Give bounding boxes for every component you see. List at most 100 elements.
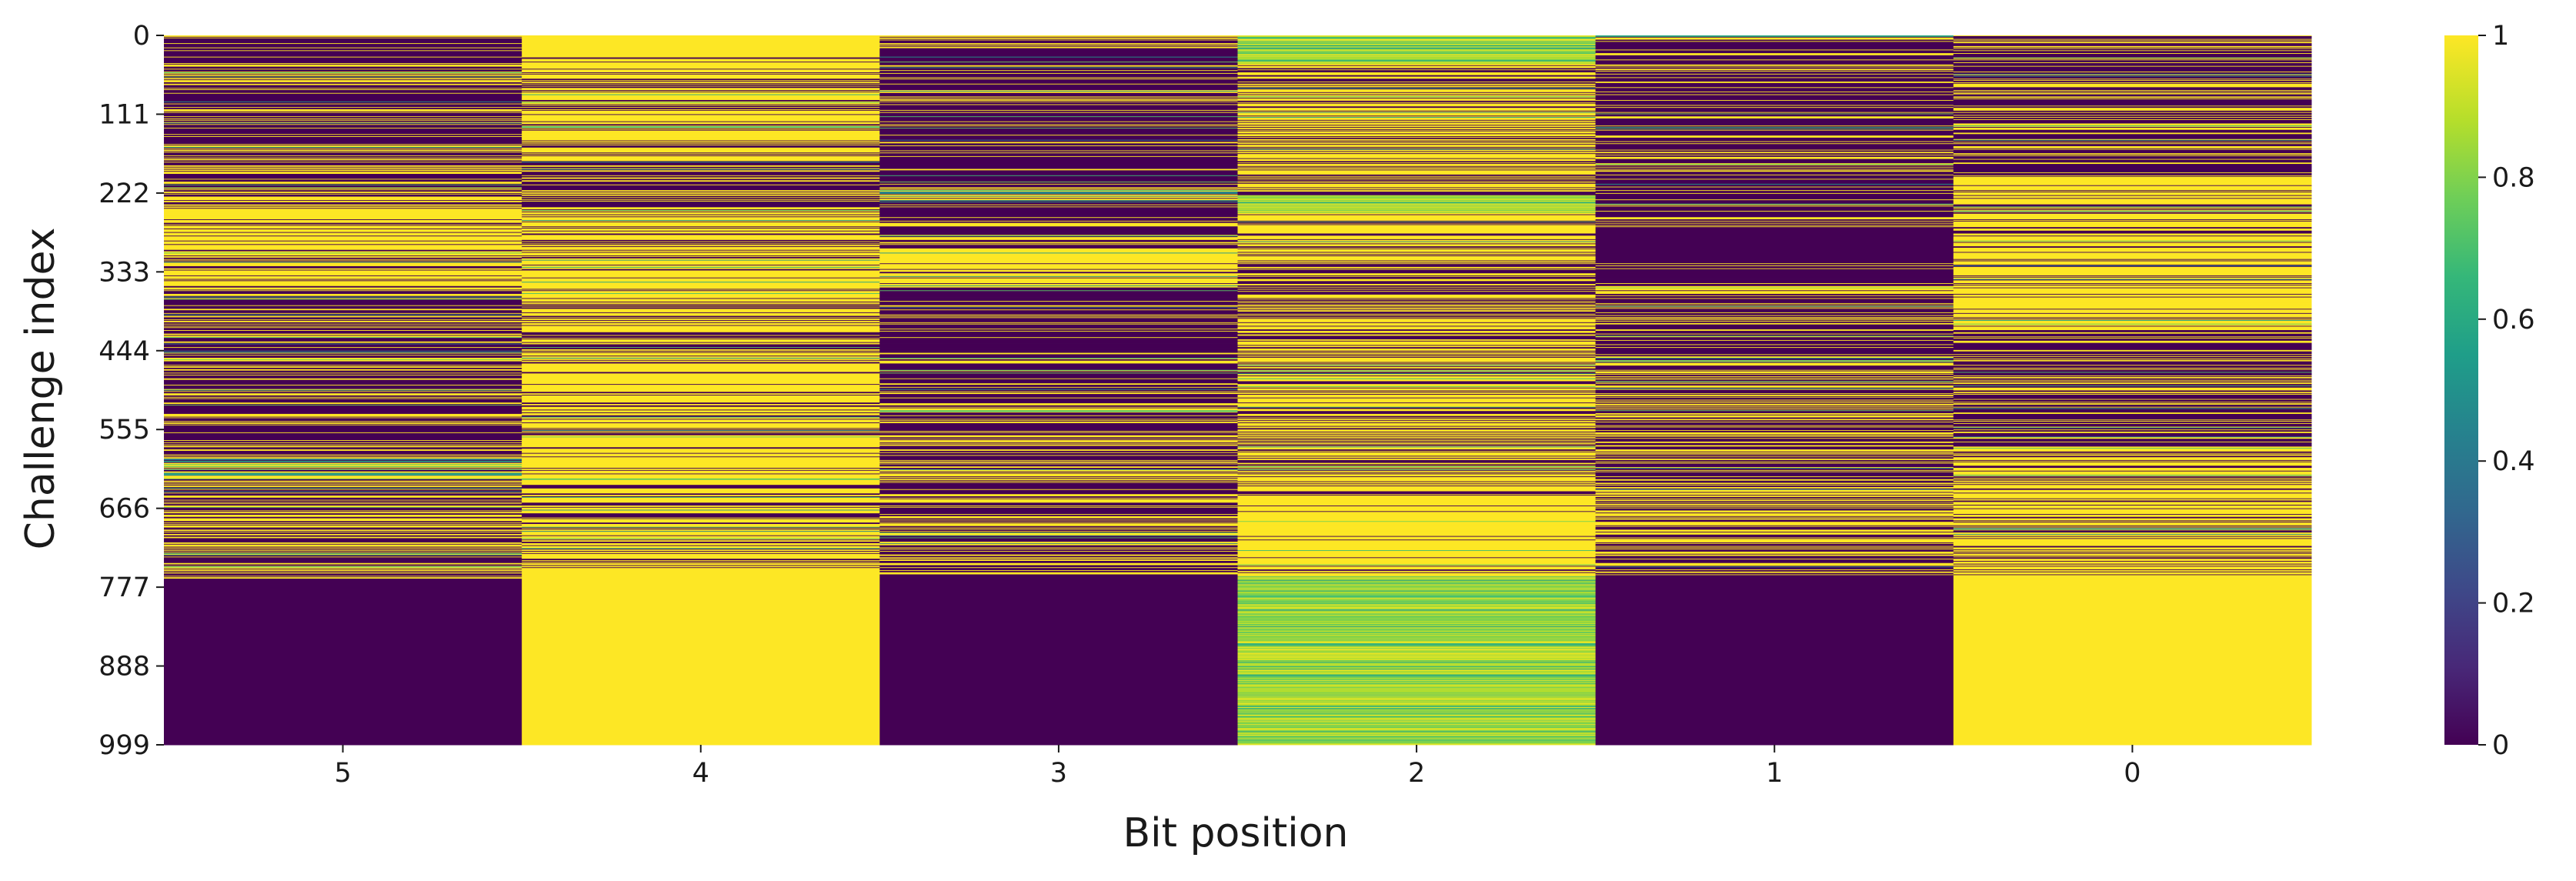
heatmap-cell bbox=[1595, 389, 1954, 391]
heatmap-cell bbox=[522, 176, 880, 178]
heatmap-cell bbox=[1953, 300, 2312, 302]
heatmap-cell bbox=[164, 564, 522, 566]
heatmap-cell bbox=[879, 329, 1238, 331]
heatmap-cell bbox=[522, 395, 880, 397]
heatmap-cell bbox=[522, 287, 880, 289]
heatmap-cell bbox=[164, 40, 522, 42]
heatmap-cell bbox=[1595, 323, 1954, 325]
heatmap-cell bbox=[879, 433, 1238, 435]
heatmap-cell bbox=[522, 127, 880, 128]
heatmap-cell bbox=[1595, 102, 1954, 105]
heatmap-cell bbox=[1953, 505, 2312, 506]
heatmap-cell bbox=[522, 279, 880, 280]
heatmap-cell bbox=[164, 105, 522, 107]
heatmap-cell bbox=[1237, 192, 1597, 195]
heatmap-cell bbox=[164, 156, 522, 159]
heatmap-cell bbox=[522, 476, 880, 478]
heatmap-cell bbox=[522, 315, 880, 317]
heatmap-cell bbox=[522, 356, 880, 358]
heatmap-cell bbox=[879, 118, 1238, 120]
heatmap-cell bbox=[879, 459, 1238, 462]
heatmap-cell bbox=[522, 275, 880, 277]
heatmap-cell bbox=[1953, 363, 2312, 365]
heatmap-cell bbox=[1237, 652, 1597, 655]
heatmap-cell bbox=[164, 240, 522, 242]
heatmap-cell bbox=[879, 43, 1238, 45]
heatmap-cell bbox=[879, 390, 1238, 392]
heatmap-cell bbox=[1237, 76, 1597, 78]
heatmap-cell bbox=[1595, 43, 1954, 45]
heatmap-cell bbox=[164, 440, 522, 442]
heatmap-cell bbox=[879, 448, 1238, 449]
heatmap-cell bbox=[522, 309, 880, 311]
heatmap-cell bbox=[879, 44, 1238, 45]
heatmap-cell bbox=[522, 415, 880, 417]
heatmap-cell bbox=[164, 81, 522, 82]
heatmap-cell bbox=[1953, 122, 2312, 124]
heatmap-cell bbox=[522, 61, 880, 62]
heatmap-cell bbox=[1595, 418, 1954, 419]
heatmap-cell bbox=[1237, 509, 1597, 510]
heatmap-cell bbox=[879, 355, 1238, 357]
heatmap-cell bbox=[879, 425, 1238, 427]
heatmap-cell bbox=[1953, 400, 2312, 402]
heatmap-cell bbox=[522, 385, 880, 388]
heatmap-cell bbox=[1237, 459, 1597, 462]
heatmap-cell bbox=[879, 550, 1238, 552]
heatmap-cell bbox=[522, 252, 880, 254]
heatmap-cell bbox=[879, 242, 1238, 244]
heatmap-cell bbox=[879, 163, 1238, 165]
heatmap-cell bbox=[879, 102, 1238, 104]
heatmap-cell bbox=[522, 384, 880, 385]
heatmap-cell bbox=[879, 473, 1238, 475]
heatmap-cell bbox=[164, 51, 522, 52]
heatmap-cell bbox=[879, 134, 1238, 135]
heatmap-cell bbox=[164, 543, 522, 546]
heatmap-cell bbox=[522, 117, 880, 118]
heatmap-cell bbox=[522, 562, 880, 564]
heatmap-cell bbox=[164, 90, 522, 92]
heatmap-cell bbox=[1953, 348, 2312, 349]
heatmap-cell bbox=[1595, 412, 1954, 415]
heatmap-cell bbox=[164, 442, 522, 444]
heatmap-cell bbox=[879, 409, 1238, 411]
heatmap-cell bbox=[1595, 169, 1954, 170]
heatmap-cell bbox=[1237, 292, 1597, 294]
heatmap-cell bbox=[1237, 170, 1597, 172]
heatmap-cell bbox=[1953, 244, 2312, 245]
heatmap-cell bbox=[1595, 283, 1954, 285]
heatmap-cell bbox=[164, 420, 522, 422]
heatmap-cell bbox=[1953, 395, 2312, 397]
heatmap-cell bbox=[1237, 87, 1597, 88]
heatmap-cell bbox=[1595, 215, 1954, 217]
heatmap-cell bbox=[1953, 496, 2312, 498]
heatmap-cell bbox=[522, 136, 880, 138]
heatmap-cell bbox=[1953, 177, 2312, 179]
heatmap-cell bbox=[1595, 159, 1954, 161]
heatmap-cell bbox=[522, 85, 880, 87]
heatmap-cell bbox=[1595, 544, 1954, 546]
heatmap-cell bbox=[522, 425, 880, 427]
heatmap-cell bbox=[522, 170, 880, 172]
heatmap-cell bbox=[879, 462, 1238, 463]
heatmap-cell bbox=[1953, 71, 2312, 72]
heatmap-cell bbox=[1953, 87, 2312, 88]
heatmap-cell bbox=[1953, 145, 2312, 147]
heatmap-cell bbox=[1953, 412, 2312, 414]
heatmap-cell bbox=[1595, 55, 1954, 58]
heatmap-cell bbox=[879, 212, 1238, 215]
heatmap-cell bbox=[1237, 583, 1597, 585]
heatmap-cell bbox=[1953, 387, 2312, 389]
heatmap-cell bbox=[522, 139, 880, 141]
heatmap-cell bbox=[1953, 459, 2312, 461]
heatmap-cell bbox=[879, 358, 1238, 359]
heatmap-cell bbox=[879, 453, 1238, 455]
heatmap-cell bbox=[164, 385, 522, 388]
heatmap-cell bbox=[879, 509, 1238, 511]
heatmap-cell bbox=[1595, 164, 1954, 165]
heatmap-cell bbox=[1237, 670, 1597, 672]
heatmap-cell bbox=[522, 556, 880, 557]
heatmap-cell bbox=[1953, 330, 2312, 332]
heatmap-cell bbox=[1237, 81, 1597, 82]
heatmap-cell bbox=[164, 452, 522, 454]
